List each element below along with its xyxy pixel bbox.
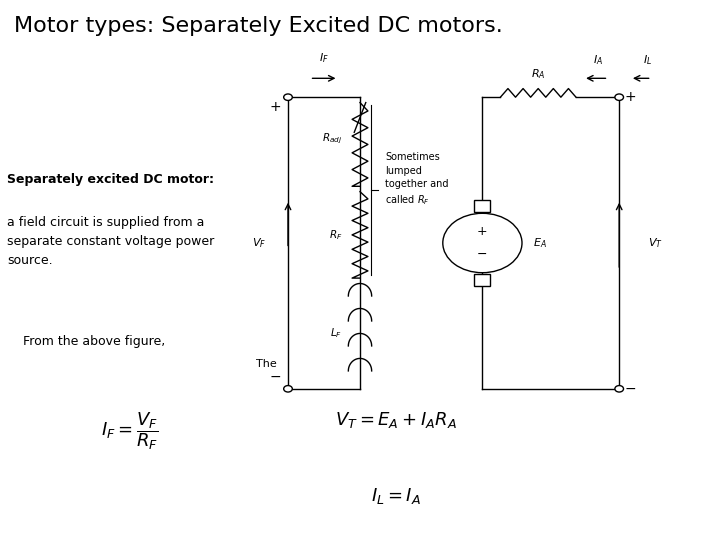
Text: $V_F$: $V_F$: [252, 236, 266, 250]
Text: Motor types: Separately Excited DC motors.: Motor types: Separately Excited DC motor…: [14, 16, 503, 36]
Text: −: −: [269, 369, 281, 383]
Text: From the above figure,: From the above figure,: [7, 335, 166, 348]
Text: −: −: [477, 248, 487, 261]
Text: $V_T$: $V_T$: [648, 236, 663, 250]
Text: $I_F = \dfrac{V_F}{R_F}$: $I_F = \dfrac{V_F}{R_F}$: [101, 410, 158, 452]
Text: $V_T = E_A + I_A R_A$: $V_T = E_A + I_A R_A$: [335, 410, 457, 430]
Text: The: The: [256, 359, 276, 369]
Text: $I_F$: $I_F$: [319, 51, 329, 65]
Text: +: +: [269, 100, 281, 114]
Text: +: +: [477, 225, 487, 238]
Circle shape: [284, 386, 292, 392]
FancyBboxPatch shape: [474, 274, 490, 286]
Circle shape: [615, 94, 624, 100]
Circle shape: [443, 213, 522, 273]
Circle shape: [615, 386, 624, 392]
Text: Sometimes
lumped
together and
called $R_F$: Sometimes lumped together and called $R_…: [385, 152, 449, 207]
Text: $E_A$: $E_A$: [533, 236, 546, 250]
Text: Separately excited DC motor:: Separately excited DC motor:: [7, 173, 215, 186]
Text: +: +: [625, 90, 636, 104]
Text: $R_A$: $R_A$: [531, 67, 546, 81]
Text: $I_L = I_A$: $I_L = I_A$: [371, 486, 421, 506]
Text: $L_F$: $L_F$: [330, 327, 342, 340]
Text: $I_A$: $I_A$: [593, 53, 603, 68]
Text: $R_F$: $R_F$: [328, 228, 342, 242]
Text: $R_{adj}$: $R_{adj}$: [322, 132, 342, 146]
Circle shape: [284, 94, 292, 100]
Text: $I_L$: $I_L$: [644, 53, 652, 68]
Text: a field circuit is supplied from a
separate constant voltage power
source.: a field circuit is supplied from a separ…: [7, 216, 215, 267]
Text: −: −: [625, 382, 636, 396]
FancyBboxPatch shape: [474, 200, 490, 212]
